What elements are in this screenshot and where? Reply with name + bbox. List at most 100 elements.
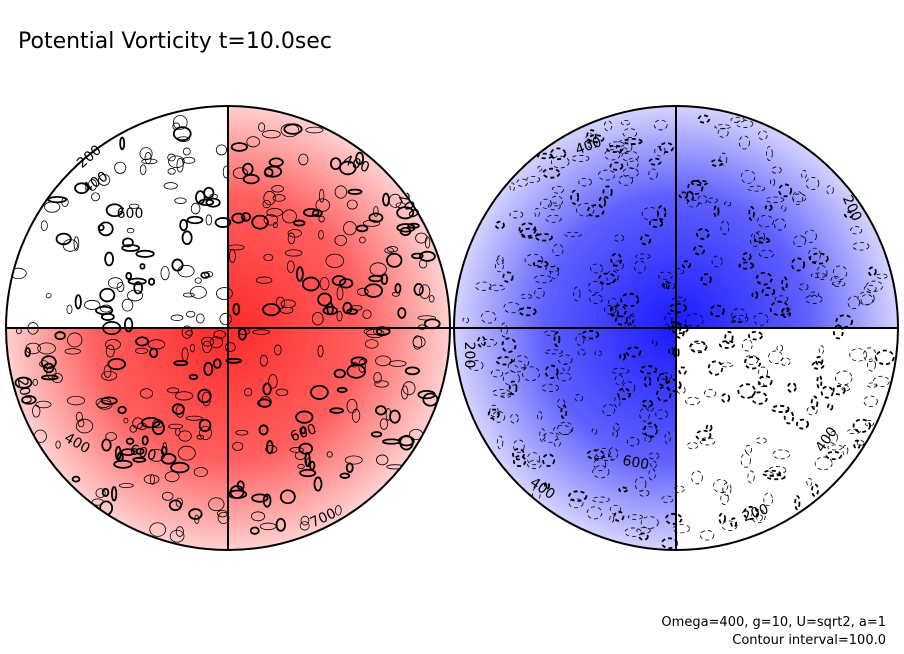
contour <box>336 311 343 322</box>
contour <box>532 260 549 268</box>
contour <box>847 428 861 435</box>
contour <box>757 375 773 388</box>
contour <box>860 294 874 306</box>
contour <box>740 452 751 468</box>
contour <box>564 231 582 238</box>
contour <box>614 396 621 408</box>
contour <box>795 418 809 430</box>
contour <box>598 196 607 209</box>
contour <box>189 343 195 353</box>
contour <box>587 204 605 218</box>
contour <box>827 403 834 411</box>
contour <box>143 474 160 485</box>
contour <box>294 451 307 460</box>
contour <box>375 355 392 367</box>
contour <box>101 370 118 381</box>
contour <box>524 253 544 267</box>
contour <box>228 249 236 263</box>
contour <box>827 444 843 451</box>
footer-interval: Contour interval=100.0 <box>732 633 886 648</box>
contour <box>755 437 767 444</box>
contour <box>586 129 597 142</box>
contour <box>622 167 639 179</box>
contour <box>768 350 783 364</box>
contour <box>793 235 806 248</box>
contour <box>188 373 199 381</box>
contour <box>613 510 625 522</box>
contour <box>550 147 567 161</box>
contour <box>75 418 94 434</box>
contour <box>544 349 563 355</box>
contour <box>545 214 562 223</box>
contour <box>494 258 504 273</box>
contour <box>820 385 834 399</box>
contour <box>757 215 774 228</box>
contour <box>148 449 165 462</box>
contour <box>300 515 310 526</box>
contour <box>279 306 294 314</box>
contour <box>516 178 528 187</box>
contour <box>598 169 616 181</box>
contour <box>828 431 838 444</box>
contour <box>592 465 610 479</box>
contour <box>95 397 112 408</box>
contour <box>544 481 551 490</box>
contour <box>318 230 324 240</box>
contour-label: 600 <box>117 206 144 222</box>
contour-label: 600 <box>128 442 158 464</box>
contour <box>792 191 804 205</box>
contour <box>490 369 504 378</box>
contour <box>462 317 469 324</box>
contour <box>104 251 115 267</box>
contour <box>520 293 533 300</box>
contour <box>748 206 755 221</box>
contour <box>586 449 605 460</box>
contour <box>816 265 828 281</box>
contour <box>135 447 145 455</box>
contour <box>160 453 177 465</box>
contour <box>541 383 559 393</box>
contour <box>250 511 266 522</box>
contour <box>641 399 654 408</box>
contour <box>766 474 786 481</box>
contour <box>148 277 156 286</box>
contour <box>713 204 720 218</box>
contour <box>766 146 773 161</box>
contour <box>147 339 166 350</box>
contour <box>100 304 112 313</box>
contour <box>700 273 712 286</box>
contour <box>773 218 786 231</box>
contour <box>362 309 372 319</box>
contour <box>568 498 584 509</box>
contour <box>806 477 813 487</box>
contour <box>185 330 194 336</box>
contour <box>302 208 320 218</box>
contour <box>720 491 729 505</box>
contour <box>197 388 212 404</box>
contour <box>619 352 626 361</box>
contour <box>607 447 619 461</box>
contour <box>188 508 203 520</box>
contour <box>648 452 660 460</box>
contour <box>376 454 389 466</box>
contour <box>852 242 870 251</box>
contour <box>713 479 729 493</box>
contour <box>759 249 775 259</box>
contour <box>707 360 724 376</box>
contour <box>765 196 785 204</box>
contour <box>661 281 667 290</box>
contour <box>709 304 725 318</box>
contour <box>175 497 183 508</box>
contour <box>394 283 402 294</box>
contour <box>251 493 269 503</box>
contour <box>198 418 212 433</box>
contour <box>810 395 819 410</box>
contour <box>753 312 769 326</box>
contour <box>492 411 506 423</box>
contour <box>346 363 366 379</box>
contour <box>116 281 125 293</box>
contour <box>744 444 753 454</box>
contour <box>751 391 768 405</box>
contour <box>398 435 415 447</box>
